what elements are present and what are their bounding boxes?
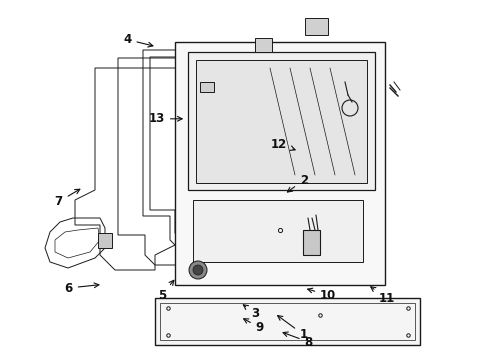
Text: 1: 1 xyxy=(278,316,308,341)
Polygon shape xyxy=(200,82,214,92)
Circle shape xyxy=(189,261,207,279)
Text: 11: 11 xyxy=(371,287,395,305)
Circle shape xyxy=(193,265,203,275)
Polygon shape xyxy=(98,233,112,248)
Text: 13: 13 xyxy=(148,112,182,125)
Polygon shape xyxy=(155,298,420,345)
Polygon shape xyxy=(305,18,328,35)
Text: 10: 10 xyxy=(308,288,337,302)
Text: 5: 5 xyxy=(158,280,174,302)
Polygon shape xyxy=(255,38,272,52)
Polygon shape xyxy=(193,200,363,262)
Text: 12: 12 xyxy=(271,138,295,150)
Polygon shape xyxy=(188,52,375,190)
Polygon shape xyxy=(196,60,367,183)
Text: 8: 8 xyxy=(283,332,313,348)
Text: 7: 7 xyxy=(55,189,80,208)
Polygon shape xyxy=(303,230,320,255)
Text: 2: 2 xyxy=(288,174,308,192)
Text: 4: 4 xyxy=(123,33,153,47)
Text: 6: 6 xyxy=(65,282,99,294)
Polygon shape xyxy=(175,42,385,285)
Text: 9: 9 xyxy=(244,319,264,334)
Text: 3: 3 xyxy=(244,305,259,320)
